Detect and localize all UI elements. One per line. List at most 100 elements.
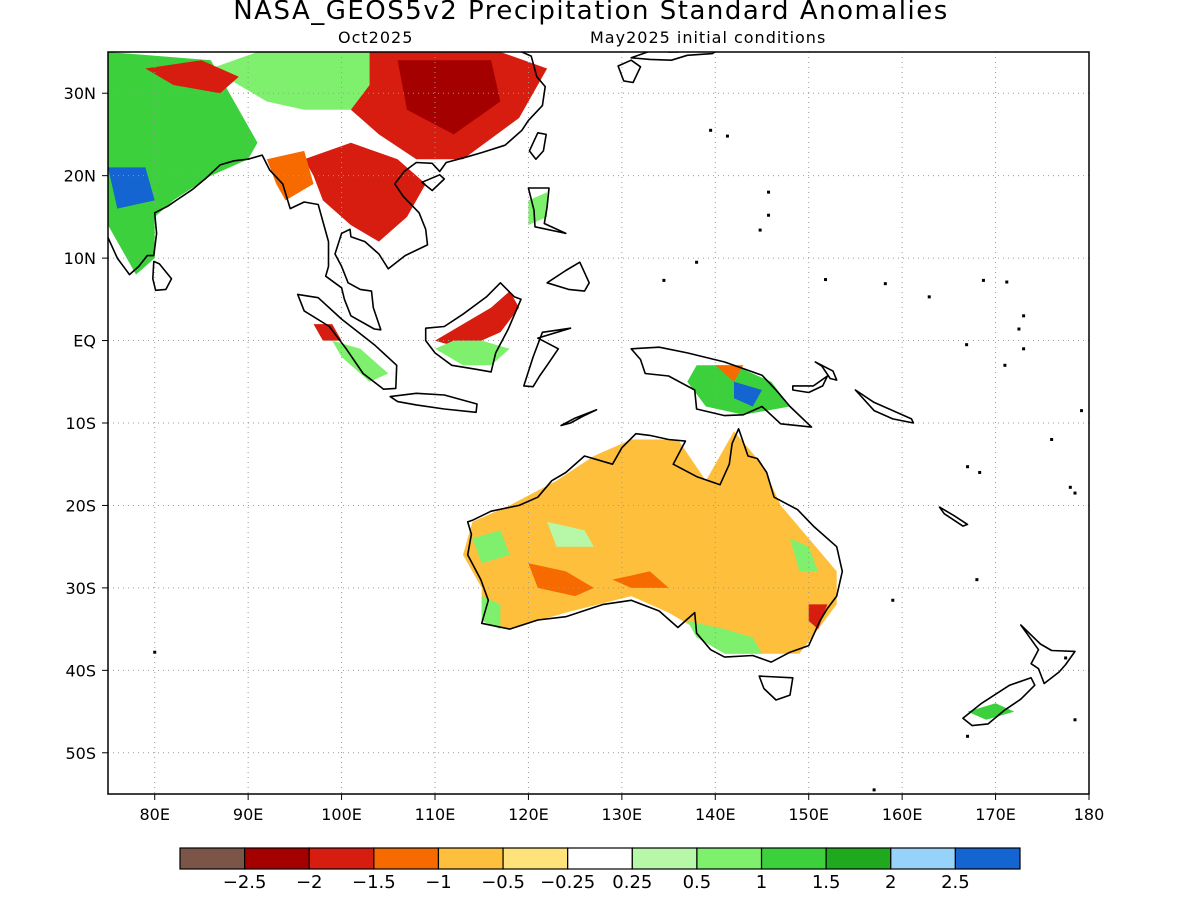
coastline-sulawesi [522,327,572,388]
island-dot [153,650,157,654]
island-dot [695,260,699,264]
colorbar-label: −1.5 [352,872,396,893]
lon-tick-label: 100E [321,805,362,824]
colorbar-label: −2 [296,872,323,893]
lat-tick-label: 30S [65,579,96,598]
colorbar-swatch [179,847,246,870]
anomaly-region-tibet-green [210,52,379,110]
anomaly-region-china-darkdry [397,60,501,135]
lon-tick-label: 80E [139,805,169,824]
colorbar-label: −0.25 [540,872,595,893]
island-dot [1022,314,1026,318]
coastline-hainan [421,174,446,192]
coastline-timor [560,408,598,427]
colorbar-label: 2 [885,872,896,893]
island-dot [975,578,979,582]
island-dot [1073,491,1077,495]
anomaly-region-sumatra-dry [313,324,342,341]
grid-lines [108,52,1089,794]
anomaly-region-philippines-wet [528,192,548,226]
island-dot [1003,363,1007,367]
lon-tick-label: 110E [415,805,456,824]
coastline-java [389,392,478,414]
island-dot [709,128,713,132]
island-dot [767,190,771,194]
coastline-mindanao [546,261,591,292]
colorbar-swatch [567,847,633,870]
colorbar-swatch [954,847,1021,870]
anomaly-region-au-wet-south [687,620,762,654]
island-dot [1050,437,1054,441]
colorbar-label: −1 [425,872,452,893]
colorbar-label: 1 [756,872,767,893]
lat-tick-label: 30N [64,84,96,103]
coastline-australia-coast [466,427,844,663]
coastline-sumatra [296,293,398,391]
coastline-nz-south [962,676,1036,727]
anomaly-region-nz-wet [967,703,1015,720]
island-dot [1017,327,1021,331]
lon-tick-label: 170E [975,805,1016,824]
colorbar-swatch [437,847,504,870]
island-dot [758,228,762,232]
coastline-sri-lanka [152,260,173,292]
colorbar-swatch [760,847,827,870]
island-dot [883,282,887,286]
colorbar-swatch [373,847,440,870]
anomaly-region-nepal-dry [145,60,239,94]
island-dot [1005,280,1009,284]
coastline-nz-north [1019,624,1076,685]
colorbar-swatch [308,847,375,870]
island-dot [824,278,828,282]
lon-tick-label: 90E [233,805,263,824]
colorbar-swatch [244,847,310,870]
island-dot [891,598,895,602]
colorbar-label: 1.5 [812,872,841,893]
island-dot [1022,347,1026,351]
initial-conditions-label: May2025 initial conditions [590,28,827,47]
coastline-solomons [854,389,915,424]
island-dot [966,465,970,469]
island-dot [927,295,931,299]
lon-tick-label: 130E [602,805,643,824]
anomaly-region-indochina-dry [304,142,426,242]
lat-tick-label: EQ [73,332,96,351]
anomaly-region-au-dry-mid [612,571,669,588]
lat-tick-label: 50S [65,744,96,763]
coastline-new-caledonia [938,506,969,527]
coastline-japan-honshu [630,52,717,62]
lat-tick-label: 40S [65,661,96,680]
coastline-new-britain [791,375,829,394]
anomaly-region-au-wet-east [790,538,819,572]
island-dot [1064,656,1068,660]
anomaly-region-myanmar-orange [266,150,314,201]
island-dot [966,734,970,738]
lat-tick-label: 20N [64,167,96,186]
island-dot [965,343,969,347]
coastline-japan-kyushu [617,59,642,84]
anomaly-region-png-blue [734,381,762,407]
island-dot [978,470,982,474]
colorbar-label: −0.5 [481,872,525,893]
island-dot [1073,718,1077,722]
anomaly-region-india-blue [108,167,155,209]
lon-tick-label: 120E [508,805,549,824]
lon-tick-label: 140E [695,805,736,824]
chart-title: NASA_GEOS5v2 Precipitation Standard Anom… [233,0,949,26]
anomaly-region-au-dry-south [528,563,594,597]
coastline-borneo [424,281,522,373]
colorbar: −2.5 −2 −1.5 −1 −0.5 −0.25 0.25 0.5 1 1.5 2 2.5 [179,847,1021,893]
colorbar-swatch [696,847,763,870]
island-dot [1068,485,1072,489]
island-dot [767,213,771,217]
forecast-month: Oct2025 [338,28,414,47]
anomaly-region-borneo-dry [435,291,520,349]
anomaly-region-borneo-wet [435,340,510,366]
anomaly-region-au-wet-inland [547,521,594,547]
colorbar-swatch [502,847,569,870]
coastline-taiwan [528,132,548,160]
lat-tick-label: 20S [65,496,96,515]
anomaly-region-au-red-se [808,604,828,630]
coastline-layer [108,52,1084,792]
